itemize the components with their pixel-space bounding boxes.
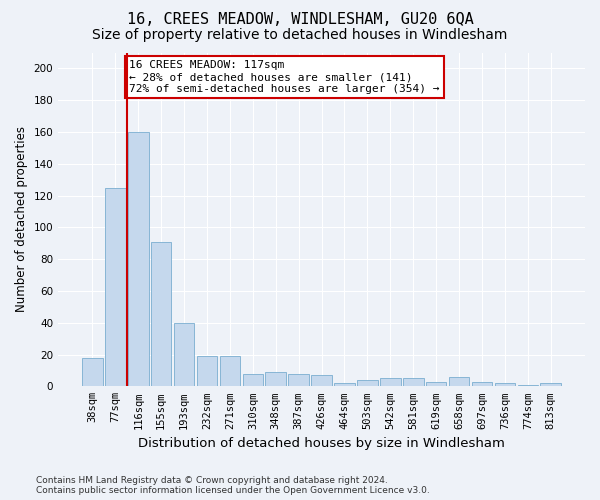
Bar <box>289 374 309 386</box>
Bar <box>334 383 355 386</box>
Bar <box>311 375 332 386</box>
X-axis label: Distribution of detached houses by size in Windlesham: Distribution of detached houses by size … <box>138 437 505 450</box>
Bar <box>518 384 538 386</box>
Bar <box>357 380 378 386</box>
Bar <box>494 383 515 386</box>
Bar <box>426 382 446 386</box>
Bar <box>174 322 194 386</box>
Bar <box>128 132 149 386</box>
Bar <box>197 356 217 386</box>
Bar <box>449 377 469 386</box>
Text: Size of property relative to detached houses in Windlesham: Size of property relative to detached ho… <box>92 28 508 42</box>
Text: Contains HM Land Registry data © Crown copyright and database right 2024.
Contai: Contains HM Land Registry data © Crown c… <box>36 476 430 495</box>
Bar <box>403 378 424 386</box>
Bar <box>242 374 263 386</box>
Bar <box>541 383 561 386</box>
Bar <box>105 188 125 386</box>
Bar <box>220 356 240 386</box>
Bar <box>472 382 493 386</box>
Y-axis label: Number of detached properties: Number of detached properties <box>15 126 28 312</box>
Bar <box>82 358 103 386</box>
Bar <box>380 378 401 386</box>
Bar <box>265 372 286 386</box>
Bar <box>151 242 172 386</box>
Text: 16 CREES MEADOW: 117sqm
← 28% of detached houses are smaller (141)
72% of semi-d: 16 CREES MEADOW: 117sqm ← 28% of detache… <box>129 60 440 94</box>
Text: 16, CREES MEADOW, WINDLESHAM, GU20 6QA: 16, CREES MEADOW, WINDLESHAM, GU20 6QA <box>127 12 473 28</box>
